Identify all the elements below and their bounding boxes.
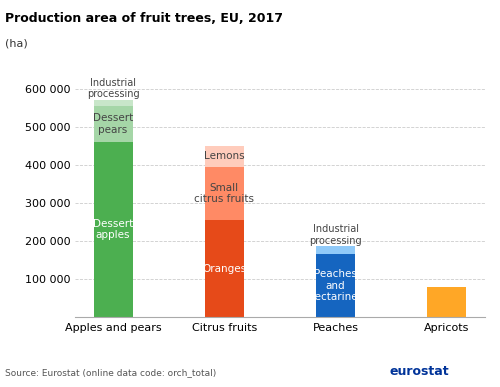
Text: Dessert
pears: Dessert pears bbox=[93, 113, 133, 135]
Bar bbox=[94, 106, 132, 142]
Text: Dessert
apples: Dessert apples bbox=[93, 219, 133, 240]
Bar bbox=[316, 246, 355, 255]
Text: Peaches
and
nectarines: Peaches and nectarines bbox=[308, 269, 363, 303]
Bar bbox=[428, 287, 467, 317]
Bar bbox=[94, 142, 132, 317]
Bar bbox=[316, 255, 355, 317]
Text: Lemons: Lemons bbox=[204, 151, 244, 161]
Bar bbox=[205, 220, 244, 317]
Text: Industrial
processing: Industrial processing bbox=[87, 78, 140, 99]
Text: (ha): (ha) bbox=[5, 39, 28, 49]
Bar bbox=[94, 100, 132, 106]
Text: Production area of fruit trees, EU, 2017: Production area of fruit trees, EU, 2017 bbox=[5, 12, 283, 25]
Text: eurostat: eurostat bbox=[390, 365, 450, 378]
Bar bbox=[205, 146, 244, 167]
Text: Source: Eurostat (online data code: orch_total): Source: Eurostat (online data code: orch… bbox=[5, 368, 216, 377]
Text: Small
citrus fruits: Small citrus fruits bbox=[194, 183, 254, 204]
Text: Industrial
processing: Industrial processing bbox=[310, 224, 362, 246]
Text: Oranges: Oranges bbox=[202, 264, 246, 274]
Bar bbox=[205, 167, 244, 220]
